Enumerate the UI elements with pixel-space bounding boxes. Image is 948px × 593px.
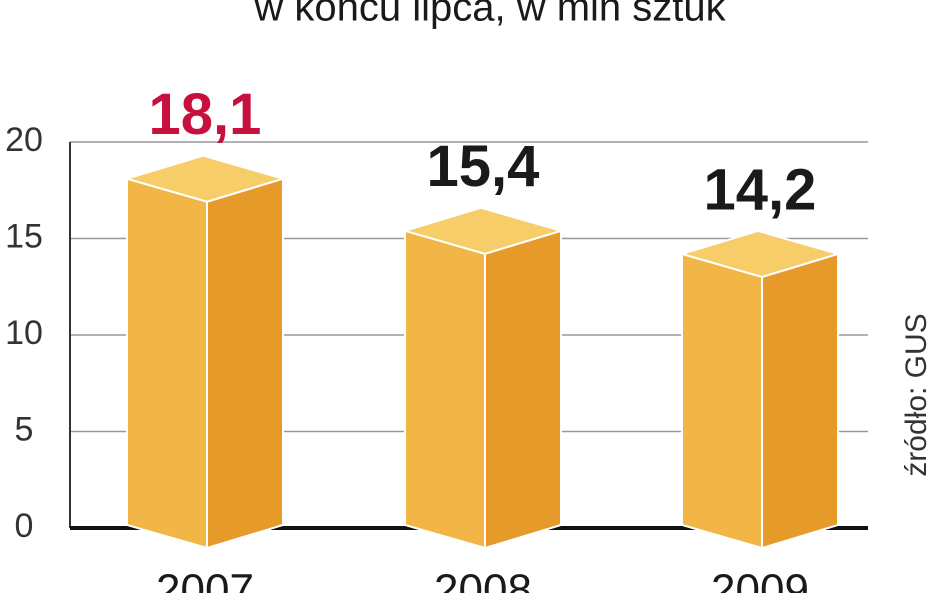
x-tick-label: 2009	[711, 566, 809, 593]
value-label: 15,4	[427, 134, 540, 199]
bar-side	[484, 229, 562, 550]
source: źródło: GUS	[900, 313, 933, 476]
y-tick-label: 10	[5, 314, 43, 352]
value-label: 18,1	[149, 82, 262, 147]
bar-top	[678, 229, 842, 278]
bar	[678, 229, 842, 550]
value-label: 14,2	[704, 157, 817, 222]
bar	[123, 154, 287, 550]
bar-top	[123, 154, 287, 203]
y-tick-label: 5	[15, 410, 34, 448]
x-tick-label: 2007	[156, 566, 254, 593]
bar-front	[404, 229, 486, 550]
bar-front	[126, 177, 208, 550]
x-tick-label: 2008	[434, 566, 532, 593]
bar-side	[206, 177, 284, 550]
y-tick-label: 15	[5, 217, 43, 255]
bar-front	[681, 252, 763, 550]
y-tick-label: 0	[15, 507, 34, 545]
y-tick-label: 20	[5, 121, 43, 159]
bar-side	[761, 252, 839, 550]
chart-title: w końcu lipca, w mln sztuk	[253, 0, 726, 30]
bar	[401, 206, 565, 550]
bar-top	[401, 206, 565, 255]
